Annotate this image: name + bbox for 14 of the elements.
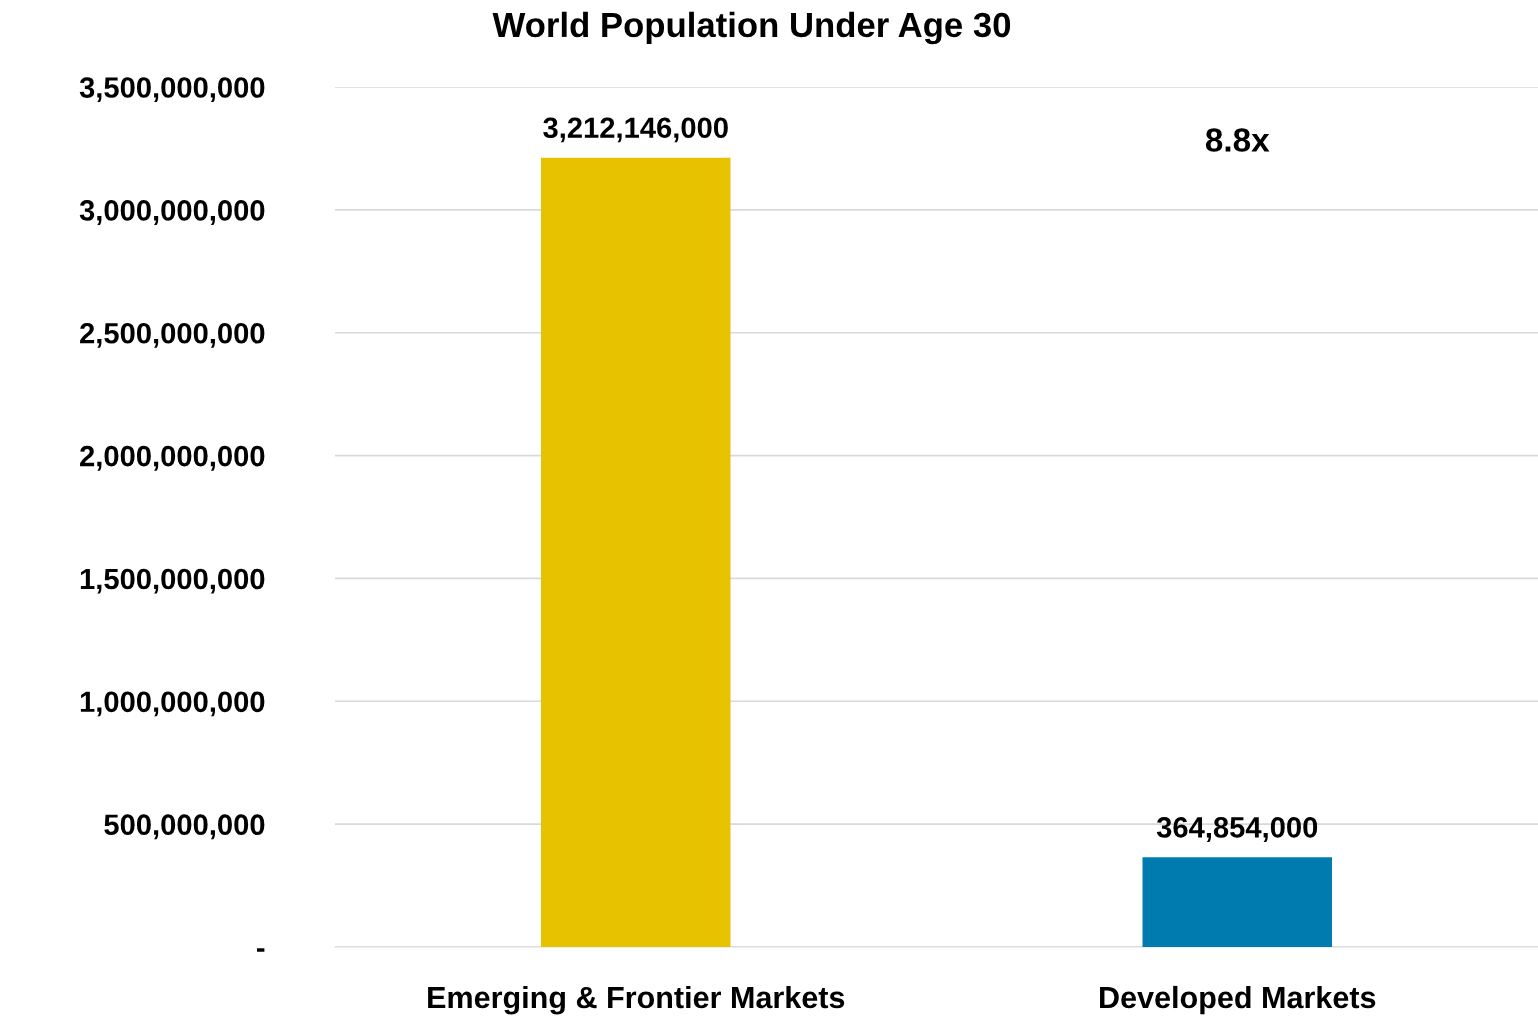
data-label: 3,212,146,000	[543, 117, 728, 143]
y-tick-label: 500,000,000	[104, 814, 265, 840]
y-tick-label: 1,000,000,000	[80, 691, 265, 717]
annotation: 8.8x	[1205, 128, 1270, 152]
data-label: 364,854,000	[1156, 817, 1318, 842]
y-tick-label: 3,000,000,000	[79, 200, 265, 225]
y-tick-label: 2,500,000,000	[80, 322, 265, 348]
y-tick-label: -	[256, 948, 265, 952]
chart-title: World Population Under Age 30	[492, 11, 1011, 45]
y-tick-label: 3,500,000,000	[79, 77, 265, 103]
y-tick-label: 1,500,000,000	[80, 568, 265, 594]
x-tick-label: Developed Markets	[1100, 985, 1376, 1015]
y-tick-label: 2,000,000,000	[80, 445, 265, 471]
x-tick-label: Emerging & Frontier Markets	[428, 985, 845, 1015]
